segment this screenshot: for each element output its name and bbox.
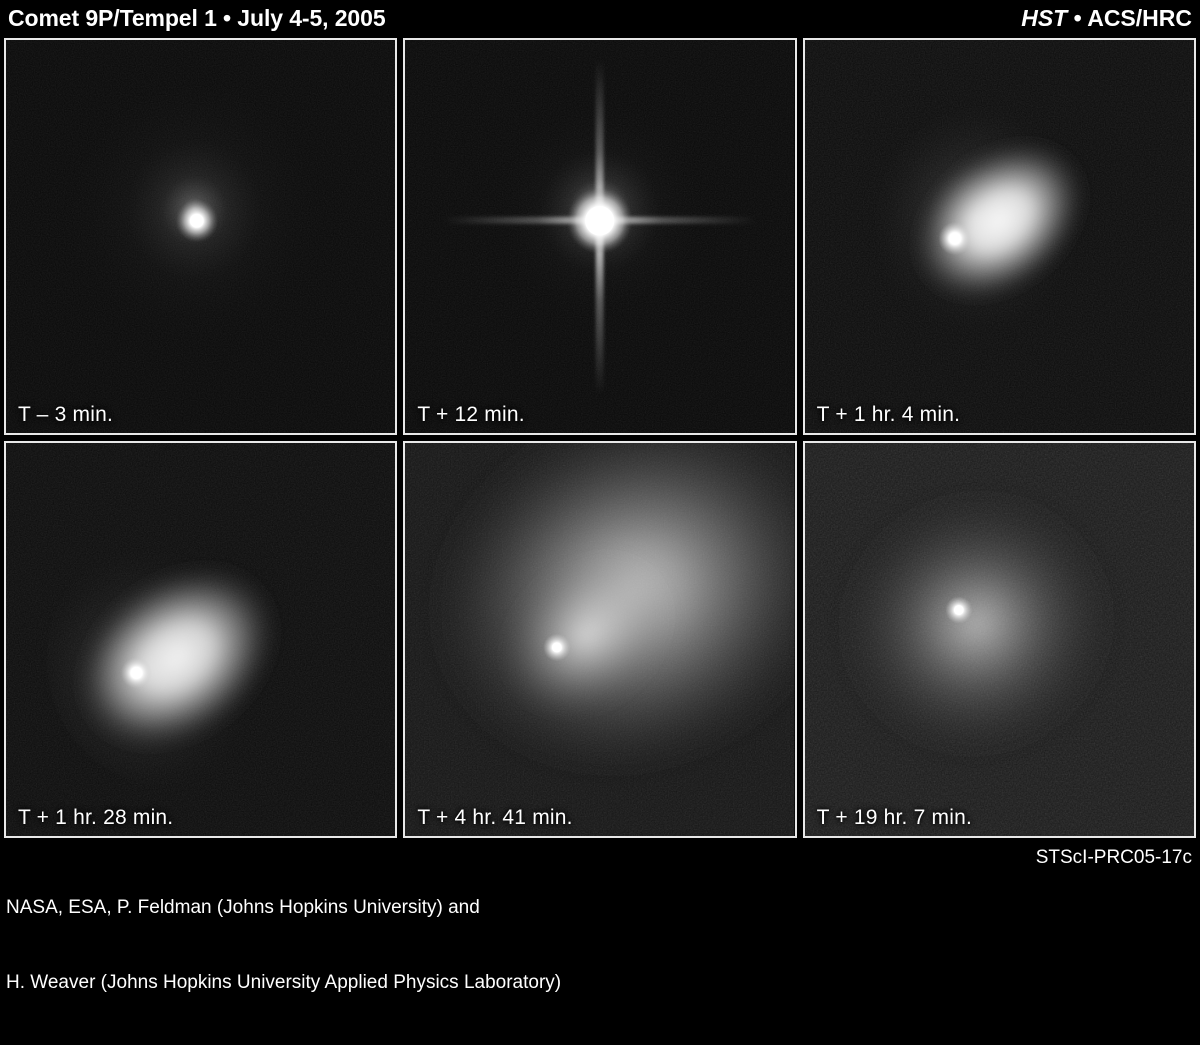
comet-image-4 xyxy=(6,443,396,836)
release-id: STScI-PRC05-17c xyxy=(1035,847,1192,868)
comet-panel-2: T + 12 min. xyxy=(403,38,797,435)
credit-line-2: H. Weaver (Johns Hopkins University Appl… xyxy=(6,972,562,993)
comet-panel-5: T + 4 hr. 41 min. xyxy=(403,441,797,838)
comet-panel-1: T – 3 min. xyxy=(4,38,398,435)
comet-image-2 xyxy=(405,40,795,433)
comet-panel-4: T + 1 hr. 28 min. xyxy=(4,441,398,838)
panel-label-4: T + 1 hr. 28 min. xyxy=(18,806,174,829)
credit-text: NASA, ESA, P. Feldman (Johns Hopkins Uni… xyxy=(6,845,561,1045)
footer-bar: NASA, ESA, P. Feldman (Johns Hopkins Uni… xyxy=(0,842,1200,993)
panel-label-1: T – 3 min. xyxy=(18,403,113,426)
comet-image-1 xyxy=(6,40,396,433)
comet-panel-grid: T – 3 min. xyxy=(4,38,1196,838)
header-bar: Comet 9P/Tempel 1 • July 4-5, 2005 HST •… xyxy=(0,0,1200,36)
comet-image-6 xyxy=(804,443,1194,836)
comet-image-3 xyxy=(804,40,1194,433)
image-root: Comet 9P/Tempel 1 • July 4-5, 2005 HST •… xyxy=(0,0,1200,993)
observatory-label: HST xyxy=(1021,4,1068,31)
panel-label-3: T + 1 hr. 4 min. xyxy=(816,403,961,426)
panel-label-6: T + 19 hr. 7 min. xyxy=(816,806,972,829)
panel-label-5: T + 4 hr. 41 min. xyxy=(417,806,573,829)
panel-label-2: T + 12 min. xyxy=(417,403,525,426)
instrument-label: • ACS/HRC xyxy=(1067,4,1192,31)
page-title: Comet 9P/Tempel 1 • July 4-5, 2005 xyxy=(8,4,386,31)
comet-panel-6: T + 19 hr. 7 min. xyxy=(802,441,1196,838)
credit-line-1: NASA, ESA, P. Feldman (Johns Hopkins Uni… xyxy=(6,897,480,918)
instrument-credit: HST • ACS/HRC xyxy=(1021,4,1192,31)
comet-image-5 xyxy=(405,443,795,836)
comet-panel-3: T + 1 hr. 4 min. xyxy=(802,38,1196,435)
